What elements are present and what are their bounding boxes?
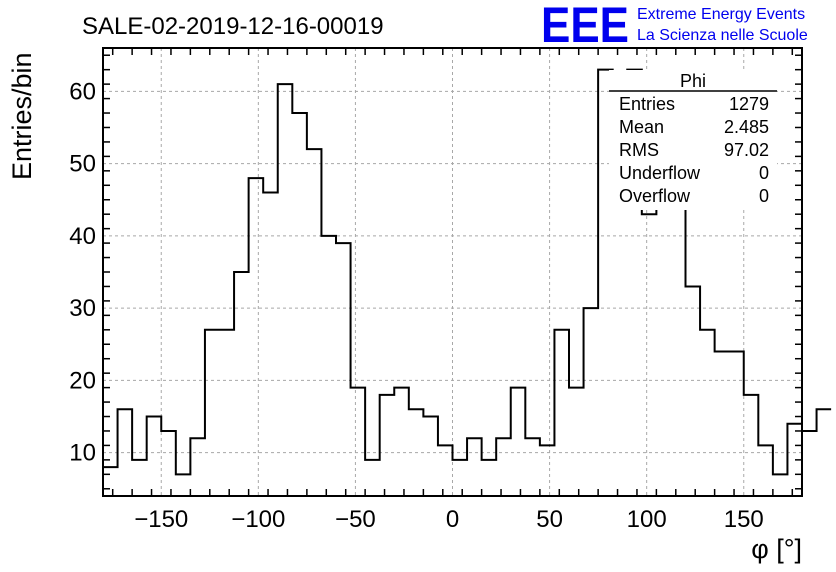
y-tick-label: 10 [69, 440, 96, 467]
logo-line-2: La Scienza nelle Scuole [637, 27, 808, 44]
stats-label: Mean [619, 117, 664, 137]
x-tick-label: 0 [446, 506, 459, 533]
stats-label: RMS [619, 140, 659, 160]
axis-ticks [103, 48, 802, 496]
x-tick-labels: −150 −100 −50 0 50 100 150 [134, 506, 764, 533]
stats-value: 97.02 [724, 140, 769, 160]
stats-box-bg [609, 70, 777, 210]
stats-value: 1279 [729, 94, 769, 114]
y-tick-label: 40 [69, 223, 96, 250]
y-tick-label: 20 [69, 367, 96, 394]
eee-logo: EEE [541, 0, 629, 53]
x-tick-label: 150 [724, 506, 764, 533]
x-tick-label: 50 [536, 506, 563, 533]
x-axis-label: φ [°] [751, 534, 802, 564]
logo-line-1: Extreme Energy Events [637, 6, 805, 23]
stats-title: Phi [680, 71, 706, 91]
x-tick-label: −50 [335, 506, 376, 533]
stats-rows: Entries 1279 Mean 2.485 RMS 97.02 Underflow 0 Ov… [619, 94, 769, 206]
stats-value: 0 [759, 163, 769, 183]
stats-value: 2.485 [724, 117, 769, 137]
histogram-series [103, 68, 832, 476]
stats-label: Underflow [619, 163, 701, 183]
x-tick-label: −150 [134, 506, 188, 533]
x-tick-label: 100 [627, 506, 667, 533]
y-axis-label: Entries/bin [7, 52, 37, 180]
stats-value: 0 [759, 186, 769, 206]
y-tick-label: 60 [69, 78, 96, 105]
y-tick-label: 50 [69, 151, 96, 178]
chart-title: SALE-02-2019-12-16-00019 [82, 13, 384, 40]
x-tick-label: −100 [231, 506, 285, 533]
stats-label: Entries [619, 94, 675, 114]
y-tick-labels: 10 20 30 40 50 60 [69, 78, 96, 466]
stats-box: Phi Entries 1279 Mean 2.485 RMS 97.02 Underflo… [609, 70, 777, 210]
y-tick-label: 30 [69, 295, 96, 322]
stats-label: Overflow [619, 186, 691, 206]
